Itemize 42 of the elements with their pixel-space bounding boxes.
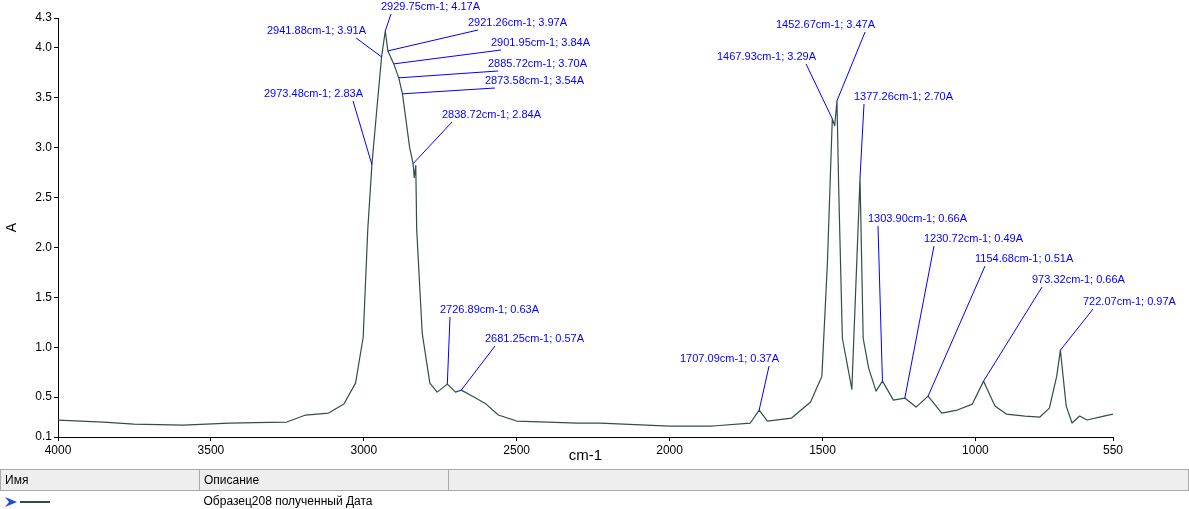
x-tick-label: 3000: [350, 442, 378, 457]
annotation: 2726.89cm-1; 0.63A: [440, 303, 540, 316]
x-tick-label: 2000: [656, 442, 684, 457]
annotation: 722.07cm-1; 0.97A: [1083, 295, 1177, 308]
annotation: 2929.75cm-1; 4.17A: [381, 0, 481, 13]
x-tick-label: 3500: [197, 442, 225, 457]
y-tick-label: 2.5: [35, 189, 53, 204]
y-tick-label: 4.0: [35, 40, 53, 55]
y-tick-label: 3.0: [35, 140, 53, 154]
annotation: 2885.72cm-1; 3.70A: [488, 57, 588, 70]
y-tick-label: 4.3: [35, 10, 53, 25]
annotation: 1303.90cm-1; 0.66A: [868, 212, 968, 225]
annotation: 2941.88cm-1; 3.91A: [267, 24, 367, 37]
x-tick-label: 550: [1102, 442, 1124, 457]
annotation: 1452.67cm-1; 3.47A: [776, 18, 876, 31]
y-tick-label: 1.0: [35, 339, 53, 354]
y-tick-label: 2.0: [35, 239, 53, 254]
annotation: 1467.93cm-1; 3.29A: [717, 50, 817, 63]
x-tick-label: 1000: [962, 442, 990, 457]
annotation: 973.32cm-1; 0.66A: [1032, 273, 1126, 286]
annotation: 2921.26cm-1; 3.97A: [468, 16, 568, 29]
annotation: 2873.58cm-1; 3.54A: [485, 74, 585, 87]
y-tick-label: 0.5: [35, 389, 53, 404]
annotation: 2838.72cm-1; 2.84A: [442, 108, 542, 121]
y-tick-label: 0.1: [35, 429, 53, 444]
annotation: 1154.68cm-1; 0.51A: [975, 252, 1074, 265]
x-axis-title: cm-1: [568, 446, 603, 464]
annotation: 1230.72cm-1; 0.49A: [924, 232, 1024, 245]
annotation: 1707.09cm-1; 0.37A: [680, 352, 780, 365]
annotation: 2973.48cm-1; 2.83A: [264, 87, 364, 100]
text: Образец208 полученный Дата: [199, 490, 449, 509]
annotation: 2681.25cm-1; 0.57A: [485, 332, 585, 345]
annotation: 1377.26cm-1; 2.70A: [854, 90, 954, 103]
text: Имя: [0, 469, 200, 491]
y-axis-title: A: [3, 222, 20, 233]
x-tick-label: 2500: [503, 442, 531, 457]
y-tick-label: 1.5: [35, 289, 53, 304]
x-tick-label: 4000: [44, 442, 72, 457]
x-tick-label: 1500: [809, 442, 837, 457]
y-tick-label: 3.5: [35, 90, 53, 105]
annotation: 2901.95cm-1; 3.84A: [491, 36, 591, 49]
text: Описание: [199, 469, 449, 491]
